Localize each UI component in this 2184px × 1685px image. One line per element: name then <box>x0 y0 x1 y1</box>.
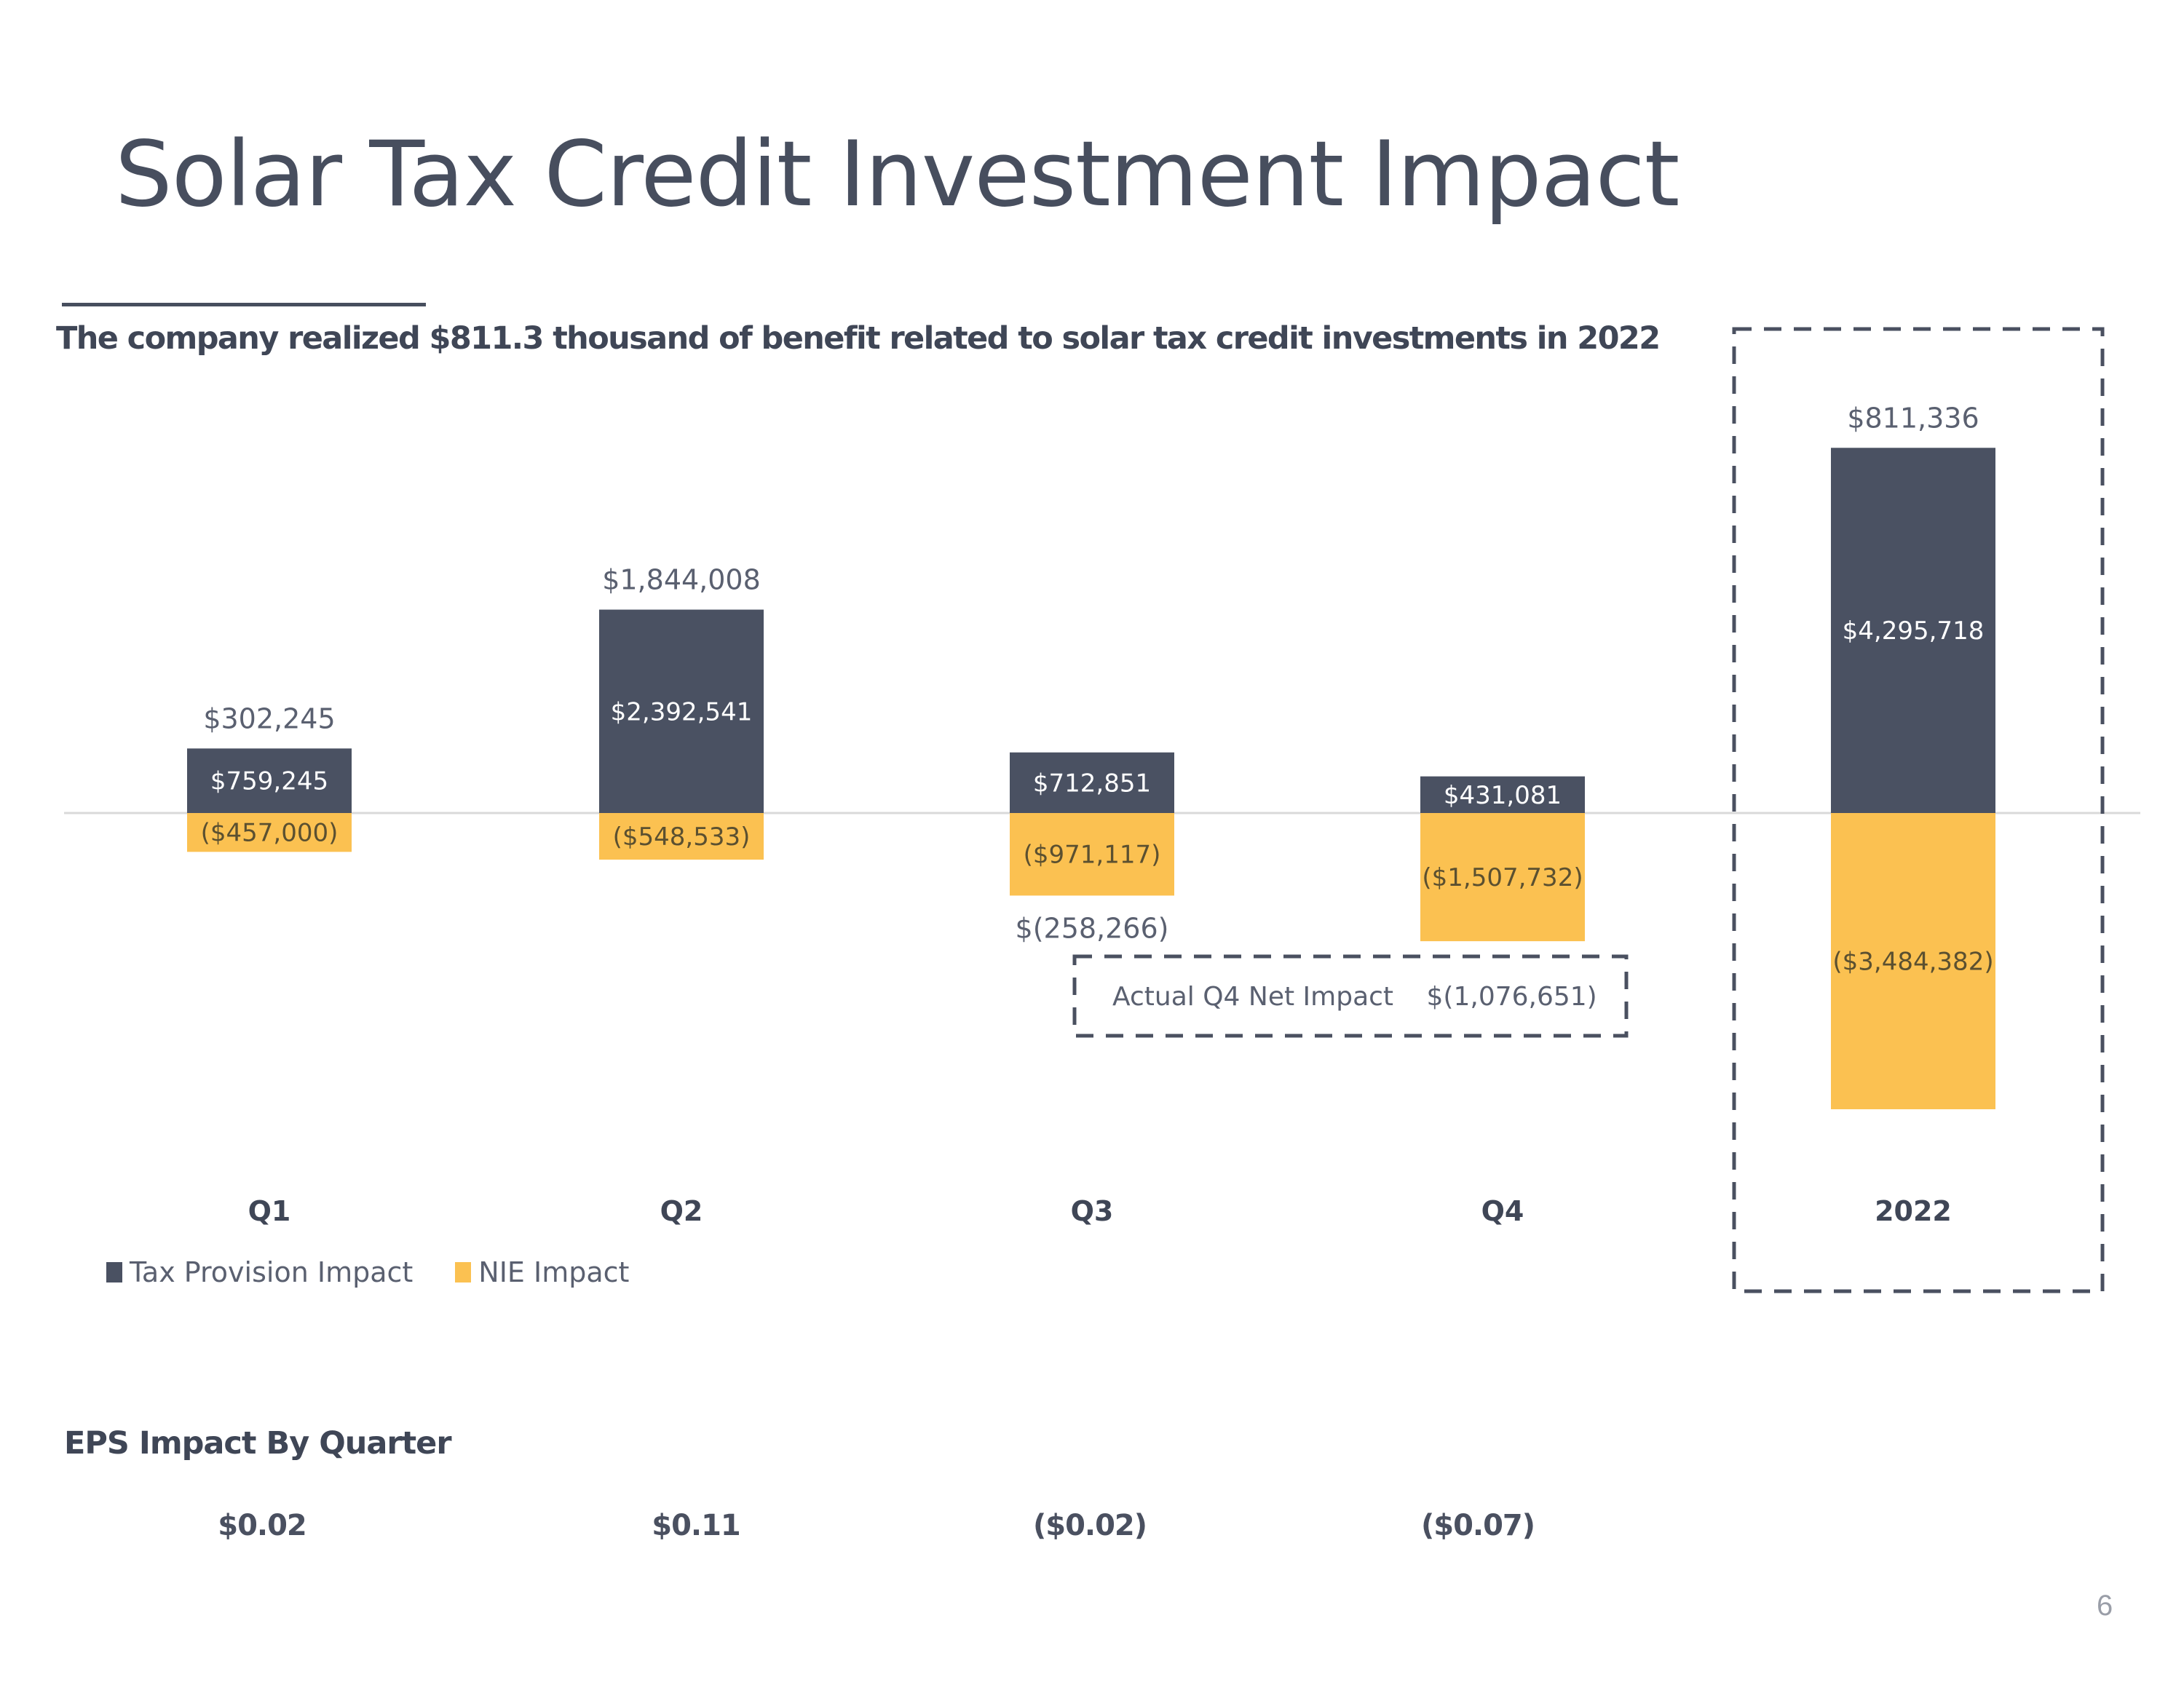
category-label-2022: 2022 <box>1875 1195 1952 1227</box>
label-tax-provision-2022: $4,295,718 <box>1843 616 1985 646</box>
labels-group: $759,245 ($457,000) $302,245 Q1 $2,392,541 ($… <box>201 402 1994 1227</box>
q4-net-impact-label: Actual Q4 Net Impact $(1,076,651) <box>1112 982 1597 1012</box>
bar-tax-provision-q1 <box>187 748 352 813</box>
bar-nie-q2 <box>599 813 764 860</box>
eps-value-q2: $0.11 <box>652 1509 741 1542</box>
label-nie-q4: ($1,507,732) <box>1422 863 1583 892</box>
eps-value-q1: $0.02 <box>218 1509 307 1542</box>
legend-label-tax-provision: Tax Provision Impact <box>130 1256 414 1288</box>
category-label-q2: Q2 <box>660 1195 703 1227</box>
label-tax-provision-q1: $759,245 <box>210 767 328 796</box>
eps-value-q3: ($0.02) <box>1032 1509 1147 1542</box>
bar-nie-q1 <box>187 813 352 852</box>
category-label-q4: Q4 <box>1481 1195 1524 1227</box>
bar-tax-provision-q2 <box>599 609 764 813</box>
q4-net-impact-value: $(1,076,651) <box>1427 982 1597 1012</box>
legend-item-tax-provision: Tax Provision Impact <box>106 1256 413 1288</box>
chart-legend: Tax Provision Impact NIE Impact <box>106 1256 671 1288</box>
label-nie-q3: ($971,117) <box>1024 841 1161 870</box>
page-number: 6 <box>2097 1590 2113 1622</box>
label-nie-q2: ($548,533) <box>613 822 751 852</box>
bar-tax-provision-q4 <box>1420 776 1585 813</box>
bar-tax-provision-q3 <box>1010 752 1174 813</box>
bar-nie-q3 <box>1010 813 1174 896</box>
legend-label-nie: NIE Impact <box>478 1256 630 1288</box>
category-label-q1: Q1 <box>248 1195 291 1227</box>
page-title: Solar Tax Credit Investment Impact <box>115 122 1679 227</box>
legend-swatch-tax-provision <box>106 1262 122 1282</box>
category-label-q3: Q3 <box>1071 1195 1114 1227</box>
label-net-total-q3: $(258,266) <box>1016 912 1169 944</box>
bars-group <box>187 448 1995 1109</box>
label-net-total-q2: $1,844,008 <box>602 564 761 596</box>
legend-item-nie: NIE Impact <box>455 1256 629 1288</box>
eps-section-title: EPS Impact By Quarter <box>64 1425 452 1462</box>
label-nie-2022: ($3,484,382) <box>1832 947 1993 976</box>
bar-nie-q4 <box>1420 813 1585 942</box>
label-tax-provision-q3: $712,851 <box>1033 769 1151 798</box>
label-tax-provision-q2: $2,392,541 <box>611 697 753 726</box>
q4-net-impact-text: Actual Q4 Net Impact <box>1112 982 1393 1012</box>
subtitle: The company realized $811.3 thousand of … <box>56 320 1661 357</box>
q4-net-impact-box <box>1072 954 1629 1038</box>
legend-swatch-nie <box>455 1262 472 1282</box>
label-net-total-q1: $302,245 <box>203 702 335 734</box>
bar-tax-provision-2022 <box>1831 448 1995 813</box>
label-nie-q1: ($457,000) <box>201 819 339 848</box>
bar-nie-2022 <box>1831 813 1995 1109</box>
title-underline <box>62 303 426 306</box>
label-tax-provision-q4: $431,081 <box>1444 781 1562 810</box>
label-net-total-2022: $811,336 <box>1847 402 1979 434</box>
eps-value-q4: ($0.07) <box>1420 1509 1535 1542</box>
year-highlight-box <box>1732 327 2105 1293</box>
